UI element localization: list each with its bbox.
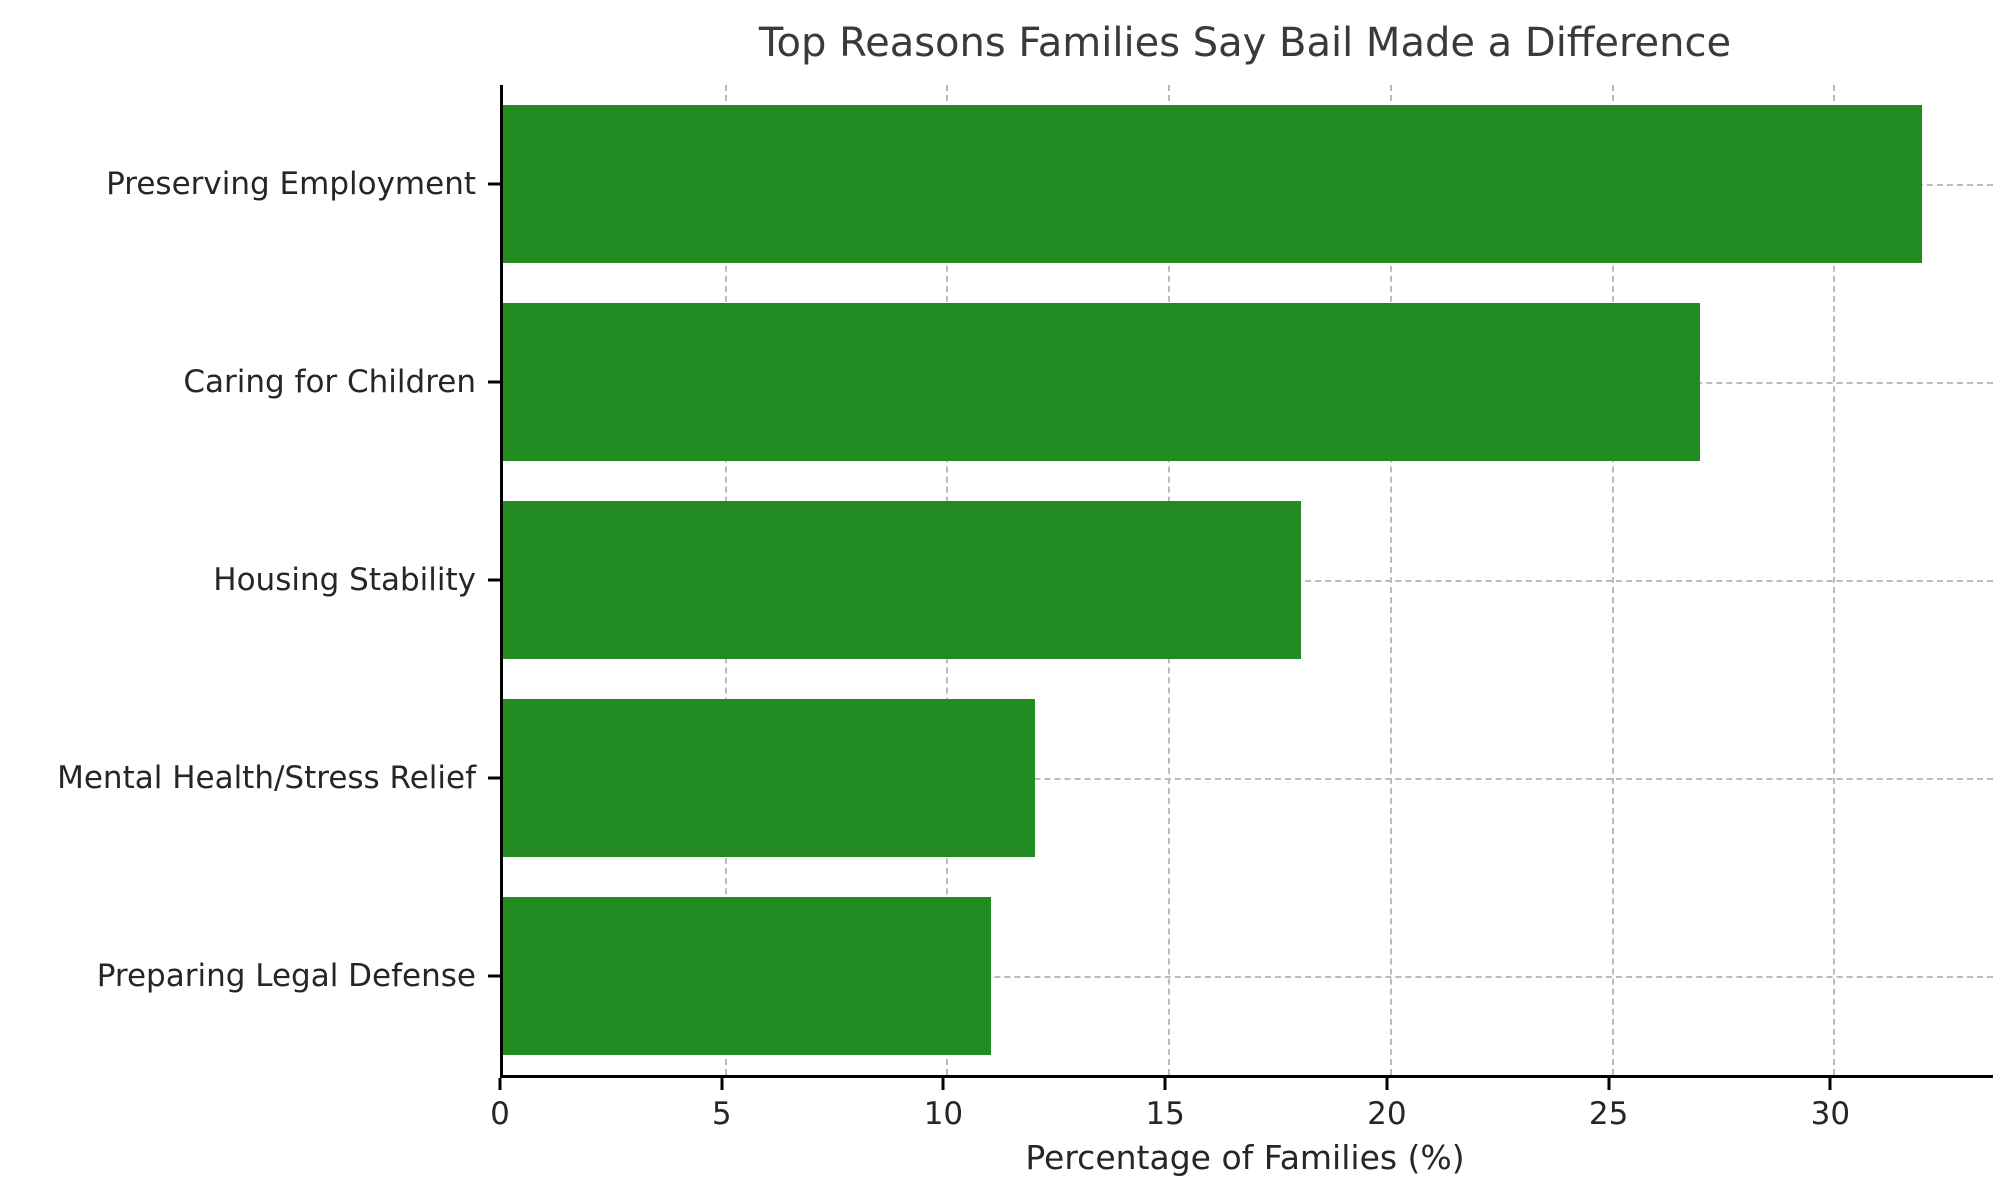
y-tick-mark <box>488 380 500 384</box>
x-tick-mark <box>1828 1078 1832 1090</box>
y-tick-mark <box>488 776 500 780</box>
x-tick-label: 10 <box>923 1096 964 1132</box>
bar-housing-stability <box>503 500 1302 660</box>
plot-area <box>500 85 1993 1078</box>
x-tick-mark <box>498 1078 502 1090</box>
x-tick-label: 30 <box>1810 1096 1851 1132</box>
x-tick-label: 25 <box>1588 1096 1629 1132</box>
x-tick-mark <box>941 1078 945 1090</box>
x-tick-label: 0 <box>490 1096 510 1132</box>
y-tick-mark <box>488 974 500 978</box>
bar-mental-health-stress-relief <box>503 698 1036 858</box>
chart-title: Top Reasons Families Say Bail Made a Dif… <box>758 20 1732 66</box>
bar-preserving-employment <box>503 104 1923 264</box>
y-tick-mark <box>488 578 500 582</box>
x-tick-mark <box>1385 1078 1389 1090</box>
x-tick-label: 20 <box>1367 1096 1407 1132</box>
y-tick-label: Caring for Children <box>183 364 476 400</box>
gridline-horizontal <box>503 778 1993 780</box>
x-tick-label: 5 <box>711 1096 732 1132</box>
x-axis-label: Percentage of Families (%) <box>1025 1138 1465 1177</box>
y-tick-label: Housing Stability <box>213 562 476 598</box>
bar-caring-for-children <box>503 302 1701 462</box>
y-tick-mark <box>488 182 500 186</box>
x-tick-mark <box>720 1078 724 1090</box>
y-tick-label: Preserving Employment <box>106 166 476 202</box>
y-tick-label: Mental Health/Stress Relief <box>57 760 476 796</box>
x-tick-label: 15 <box>1145 1096 1185 1132</box>
y-tick-label: Preparing Legal Defense <box>96 958 476 994</box>
gridline-horizontal <box>503 976 1993 978</box>
x-tick-mark <box>1607 1078 1611 1090</box>
bar-preparing-legal-defense <box>503 896 991 1056</box>
x-tick-mark <box>1163 1078 1167 1090</box>
